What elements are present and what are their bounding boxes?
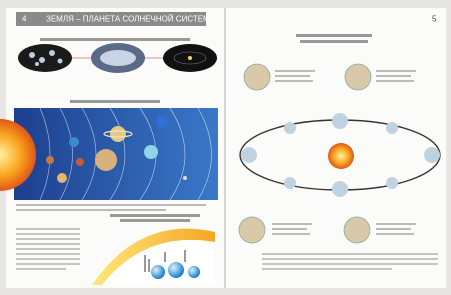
planet bbox=[95, 149, 117, 171]
caption-text bbox=[110, 214, 200, 217]
planet bbox=[110, 126, 126, 142]
caption-text bbox=[300, 40, 368, 43]
planet bbox=[183, 176, 187, 180]
planet bbox=[144, 145, 158, 159]
planet bbox=[57, 173, 67, 183]
page-title: ЗЕМЛЯ – ПЛАНЕТА СОЛНЕЧНОЙ СИСТЕМЫ bbox=[46, 15, 217, 24]
caption-text bbox=[70, 100, 160, 103]
caption-text bbox=[16, 204, 206, 206]
page-number: 4 bbox=[22, 15, 27, 24]
sphere bbox=[151, 265, 165, 279]
caption-text bbox=[16, 209, 166, 211]
caption-text bbox=[296, 34, 372, 37]
sphere bbox=[188, 266, 200, 278]
sun-small bbox=[188, 56, 192, 60]
solar-system-panel bbox=[14, 108, 218, 200]
sun bbox=[328, 143, 354, 169]
galaxy-core bbox=[100, 50, 136, 66]
caption-text bbox=[40, 38, 190, 41]
planet bbox=[46, 156, 54, 164]
page-number: 5 bbox=[432, 15, 437, 24]
planet bbox=[76, 158, 84, 166]
planet bbox=[156, 116, 168, 128]
star-cluster-image bbox=[18, 44, 72, 72]
sphere bbox=[168, 262, 184, 278]
body-text bbox=[16, 228, 80, 270]
caption-text bbox=[120, 219, 190, 222]
planet bbox=[69, 137, 79, 147]
book-spread: 4 ЗЕМЛЯ – ПЛАНЕТА СОЛНЕЧНОЙ СИСТЕМЫ 5 bbox=[0, 0, 451, 295]
